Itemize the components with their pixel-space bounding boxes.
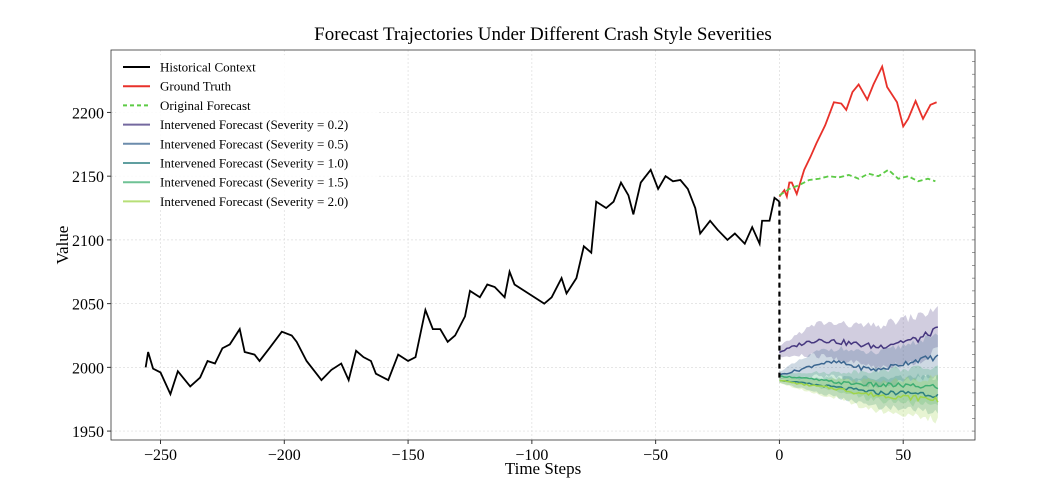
confidence-band <box>779 333 938 389</box>
y-tick-label: 2050 <box>72 297 104 314</box>
legend-label: Intervened Forecast (Severity = 2.0) <box>160 194 348 209</box>
legend-label: Intervened Forecast (Severity = 0.5) <box>160 136 348 151</box>
legend-label: Ground Truth <box>160 79 232 94</box>
legend-label: Intervened Forecast (Severity = 1.5) <box>160 175 348 190</box>
chart-title: Forecast Trajectories Under Different Cr… <box>314 24 772 45</box>
confidence-bands <box>779 305 938 424</box>
x-tick-label: −200 <box>268 447 301 464</box>
y-tick-label: 2100 <box>72 233 104 250</box>
ticks: −250 −200 −150 −100 −50 0 50 1950 2000 2050 2100 21… <box>72 61 975 464</box>
legend-label: Intervened Forecast (Severity = 1.0) <box>160 156 348 171</box>
series-line <box>779 375 939 390</box>
legend-label: Intervened Forecast (Severity = 0.2) <box>160 117 348 132</box>
legend-label: Historical Context <box>160 60 256 75</box>
x-tick-label: 50 <box>895 447 911 464</box>
series-line <box>144 167 780 397</box>
x-tick-label: 0 <box>775 447 783 464</box>
legend-box <box>116 55 378 209</box>
x-tick-label: −250 <box>144 447 177 464</box>
series-line <box>779 379 939 403</box>
series-line <box>779 326 939 354</box>
series-line <box>779 354 939 376</box>
series-line <box>779 379 939 399</box>
confidence-band <box>779 305 938 371</box>
y-tick-label: 2000 <box>72 360 104 377</box>
x-tick-label: −150 <box>392 447 425 464</box>
legend-label: Original Forecast <box>160 98 251 113</box>
confidence-band <box>779 374 938 424</box>
x-tick-label: −50 <box>643 447 668 464</box>
series-line <box>778 63 937 200</box>
y-tick-label: 2200 <box>72 105 104 122</box>
y-tick-label: 1950 <box>72 424 104 441</box>
x-tick-label: −100 <box>515 447 548 464</box>
series-lines <box>144 63 939 403</box>
y-tick-label: 2150 <box>72 169 104 186</box>
y-axis-label: Value <box>53 226 72 265</box>
plot-frame <box>110 49 976 441</box>
series-line <box>778 168 936 197</box>
x-axis-label: Time Steps <box>505 459 581 478</box>
legend: Historical Context Ground Truth Original F… <box>116 55 378 209</box>
